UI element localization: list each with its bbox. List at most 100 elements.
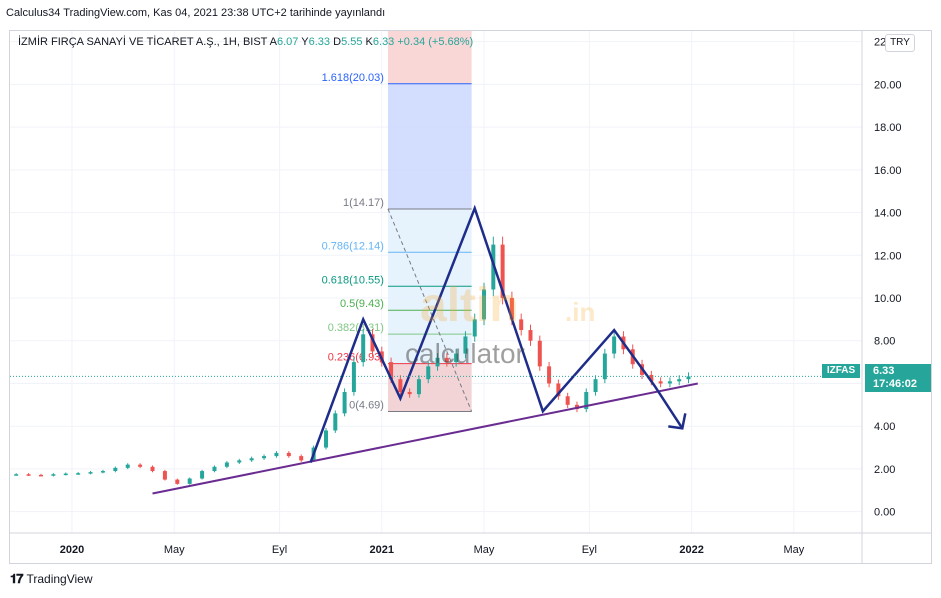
candle-body: [150, 466, 155, 472]
candle-body: [593, 379, 598, 393]
last-price-label: 6.33 17:46:02: [865, 364, 931, 392]
candle-body: [333, 413, 338, 431]
candle-body: [63, 473, 68, 476]
y-tick-label: 12.00: [874, 250, 902, 262]
candle-body: [14, 474, 19, 476]
last-price-value: 6.33: [873, 365, 895, 377]
legend-high-value: 6.33: [308, 36, 331, 48]
candle-body: [342, 392, 347, 414]
candle-body: [38, 474, 43, 477]
x-tick-label: May: [783, 544, 804, 556]
fib-level-label: 0.236(6.93): [328, 352, 384, 364]
candle-body: [677, 379, 682, 382]
candle-body: [370, 334, 375, 352]
candle-body: [113, 467, 118, 472]
y-tick-label: 16.00: [874, 165, 902, 177]
y-tick-label: 2.00: [874, 464, 895, 476]
candle-body: [565, 396, 570, 405]
tradingview-logo-icon: 𝟏𝟕: [10, 571, 24, 586]
fib-zone-extension: [387, 83, 472, 209]
candle-body: [187, 478, 192, 484]
legend-change: +0.34 (+5.68%): [397, 36, 474, 48]
candle-body: [224, 462, 229, 467]
candle-body: [602, 353, 607, 380]
candle-body: [398, 379, 403, 393]
candle-body: [162, 471, 167, 480]
y-tick-label: 4.00: [874, 421, 895, 433]
candle-body: [584, 392, 589, 410]
candle-body: [472, 319, 477, 337]
x-tick-label: May: [474, 544, 495, 556]
candle-body: [649, 374, 654, 382]
candle-body: [547, 366, 552, 384]
y-tick-label: 0.00: [874, 507, 895, 519]
candle-body: [88, 472, 93, 474]
pattern-drawing: [309, 204, 684, 463]
fib-zone-top: [387, 31, 472, 84]
legend-symbol: İZMİR FIRÇA SANAYİ VE TİCARET A.Ş., 1H, …: [18, 36, 268, 48]
support-trendline: [152, 382, 698, 495]
candle-body: [389, 362, 394, 380]
x-tick-label: 2022: [679, 544, 703, 556]
candle-body: [463, 336, 468, 354]
bar-countdown: 17:46:02: [873, 378, 918, 390]
legend-open-label: A: [269, 36, 277, 48]
candle-body: [482, 289, 487, 320]
candle-body: [274, 452, 279, 457]
published-info: Calculus34 TradingView.com, Kas 04, 2021…: [6, 7, 386, 19]
fib-level-label: 1.618(20.03): [322, 72, 384, 84]
fib-trend-line: [387, 208, 473, 412]
legend-low-value: 5.55: [341, 36, 363, 48]
watermark-logo: altin: [420, 279, 519, 332]
candle-body: [249, 458, 254, 461]
candle-body: [237, 460, 242, 463]
candle-body: [324, 430, 329, 448]
fib-level-label: 0.786(12.14): [322, 240, 384, 252]
candle-body: [454, 353, 459, 363]
y-tick-label: 10.00: [874, 293, 902, 305]
candle-body: [556, 383, 561, 397]
candle-body: [26, 474, 31, 476]
arrow-head-icon: [668, 413, 687, 430]
candle-body: [612, 336, 617, 354]
candle-body: [200, 471, 205, 479]
candle-body: [426, 366, 431, 380]
x-tick-label: 2020: [60, 544, 84, 556]
brand-name: TradingView: [26, 572, 93, 586]
candle-body: [444, 357, 449, 363]
candle-body: [175, 479, 180, 484]
candle-body: [212, 466, 217, 472]
candle-body: [416, 379, 421, 395]
fib-level-label: 0.5(9.43): [340, 298, 384, 310]
price-chart[interactable]: 1.618(20.03) 1(14.17) 0.786(12.14) 0.618(10…: [10, 31, 931, 563]
y-tick-label: 18.00: [874, 122, 902, 134]
y-tick-label: 8.00: [874, 336, 895, 348]
candle-body: [509, 298, 514, 320]
candle-body: [125, 464, 130, 468]
footer-brand[interactable]: 𝟏𝟕 TradingView: [10, 571, 93, 587]
currency-badge[interactable]: TRY: [885, 34, 915, 52]
candle-body: [361, 334, 366, 363]
candle-body: [658, 381, 663, 384]
candle-body: [286, 452, 291, 457]
candle-body: [500, 244, 505, 299]
legend-low-label: D: [333, 36, 342, 48]
chart-pane[interactable]: 1.618(20.03) 1(14.17) 0.786(12.14) 0.618(10…: [9, 30, 932, 564]
x-tick-label: May: [164, 544, 185, 556]
candle-body: [686, 376, 691, 380]
candle-body: [100, 471, 105, 473]
candle-body: [299, 456, 304, 461]
legend-open-value: 6.07: [277, 36, 299, 48]
candle-body: [519, 319, 524, 331]
symbol-legend: İZMİR FIRÇA SANAYİ VE TİCARET A.Ş., 1H, …: [18, 36, 473, 48]
x-tick-label: Eyl: [582, 544, 597, 556]
candle-body: [407, 392, 412, 395]
x-tick-label: 2021: [370, 544, 394, 556]
fib-level-label: 1(14.17): [343, 197, 384, 209]
fib-level-label: 0(4.69): [349, 399, 384, 411]
x-tick-label: Eyl: [272, 544, 287, 556]
candle-body: [435, 357, 440, 367]
candle-body: [667, 381, 672, 384]
legend-close-label: K: [365, 36, 373, 48]
candle-body: [51, 474, 56, 476]
